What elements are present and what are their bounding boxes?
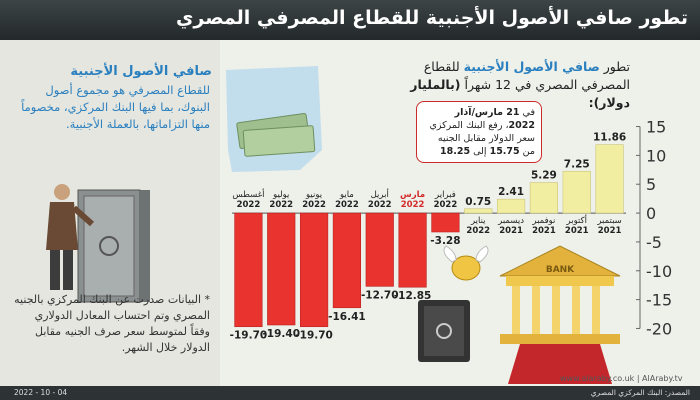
bar-12: [234, 212, 263, 328]
category-label: مارس: [400, 190, 425, 200]
safe-icon: [418, 300, 470, 362]
category-label: يناير: [470, 216, 486, 226]
callout-to-word: إلى: [473, 146, 487, 157]
y-tick-label: -10: [646, 262, 672, 281]
value-label: 0.75: [465, 196, 491, 208]
sidebar-illustration: [46, 184, 150, 303]
bar-7: [398, 212, 427, 288]
footer-website: www.alaraby.co.uk | AlAraby.tv: [560, 374, 683, 383]
bank-building-icon: BANK: [499, 245, 621, 384]
bar-11: [267, 212, 296, 326]
category-year-label: 2022: [434, 200, 458, 210]
category-label: يونيو: [305, 190, 323, 200]
value-label: -3.28: [430, 235, 460, 247]
callout-text: رفع البنك المركزي سعر الدولار مقابل الجن…: [429, 120, 535, 157]
title-banner: تطور صافي الأصول الأجنبية للقطاع المصرفي…: [0, 0, 700, 40]
category-label: أكتوبر: [566, 214, 587, 226]
chart-subtitle: تطور صافي الأصول الأجنبية للقطاع المصرفي…: [380, 58, 630, 112]
winged-coin-icon: [443, 245, 489, 281]
value-label: 2.41: [498, 186, 524, 198]
footer-bar: المصدر: البنك المركزي المصري 2022 - 10 -…: [0, 374, 700, 400]
bars-group: 11.86سبتمبر20217.25أكتوبر20215.29نوفمبر2…: [230, 132, 627, 342]
page-title: تطور صافي الأصول الأجنبية للقطاع المصرفي…: [175, 7, 688, 29]
value-label: 7.25: [564, 158, 590, 170]
value-label: -12.85: [394, 290, 432, 302]
subtitle-highlight: صافي الأصول الأجنبية: [463, 59, 600, 74]
category-year-label: 2022: [401, 200, 425, 210]
category-label: مايو: [339, 190, 354, 200]
category-year-label: 2022: [237, 200, 261, 210]
subtitle-part2: للقطاع المصرفي المصري في 12 شهراً: [423, 59, 630, 92]
subtitle-unit: (بالمليار دولار):: [410, 77, 630, 110]
bar-6: [431, 212, 460, 233]
category-label: أغسطس: [232, 188, 264, 200]
category-label: يوليو: [272, 190, 290, 200]
callout-to-rate: 18.25: [440, 146, 471, 157]
category-year-label: 2021: [532, 226, 556, 236]
value-label: 11.86: [593, 132, 626, 144]
callout-from-rate: 15.75: [489, 146, 520, 157]
businessman-figure: [46, 184, 94, 290]
value-label: 5.29: [531, 170, 557, 182]
value-label: -19.70: [230, 330, 268, 342]
egypt-map-icon: [226, 66, 322, 172]
category-year-label: 2022: [368, 200, 392, 210]
bar-4: [496, 198, 526, 214]
sidebar-heading: صافي الأصول الأجنبية: [70, 64, 212, 79]
y-tick-label: 0: [646, 204, 656, 223]
y-tick-label: -5: [646, 233, 662, 252]
y-axis: 15 10 5 0 -5 -10 -15 -20: [636, 118, 672, 338]
bank-sign-text: BANK: [546, 265, 575, 275]
value-label: -16.41: [328, 311, 366, 323]
category-label: نوفمبر: [531, 216, 555, 226]
y-tick-label: 10: [646, 146, 666, 165]
bar-10: [299, 212, 329, 328]
bar-8: [365, 212, 394, 287]
subtitle-part1: تطور: [603, 59, 630, 74]
y-tick-label: 15: [646, 118, 666, 137]
category-year-label: 2022: [466, 226, 490, 236]
y-tick-label: -20: [646, 319, 672, 338]
category-year-label: 2021: [565, 226, 589, 236]
bar-2: [562, 170, 591, 214]
callout-comma: ،: [505, 120, 509, 131]
category-year-label: 2021: [499, 226, 523, 236]
callout-prefix: في: [522, 107, 535, 118]
sidebar-definition: للقطاع المصرفي هو مجموع أصول البنوك، بما…: [21, 83, 210, 131]
vault-door-icon: [77, 189, 150, 303]
y-tick-label: -15: [646, 291, 672, 310]
callout-date: 21 مارس/آذار 2022: [454, 107, 535, 131]
value-label: -19.40: [262, 328, 300, 340]
footer-source: المصدر: البنك المركزي المصري: [590, 388, 690, 397]
bar-9: [332, 212, 362, 309]
bar-3: [529, 182, 559, 214]
value-label: -19.70: [295, 330, 333, 342]
y-tick-label: 5: [646, 175, 656, 194]
footer-date: 2022 - 10 - 04: [14, 388, 68, 397]
category-label: سبتمبر: [596, 216, 621, 226]
category-label: ديسمبر: [497, 216, 524, 226]
exchange-rate-callout: في 21 مارس/آذار 2022، رفع البنك المركزي …: [416, 101, 542, 163]
bar-5: [464, 208, 493, 214]
sidebar-panel: [0, 40, 220, 386]
category-label: فبراير: [434, 190, 456, 200]
category-year-label: 2022: [335, 200, 359, 210]
sidebar-footnote: * البيانات صدرت عن البنك المركزي بالجنيه…: [14, 293, 210, 354]
bar-1: [595, 144, 624, 214]
category-year-label: 2022: [302, 200, 326, 210]
category-year-label: 2022: [269, 200, 293, 210]
category-year-label: 2021: [598, 226, 622, 236]
category-label: أبريل: [371, 188, 389, 200]
value-label: -12.70: [361, 289, 399, 301]
